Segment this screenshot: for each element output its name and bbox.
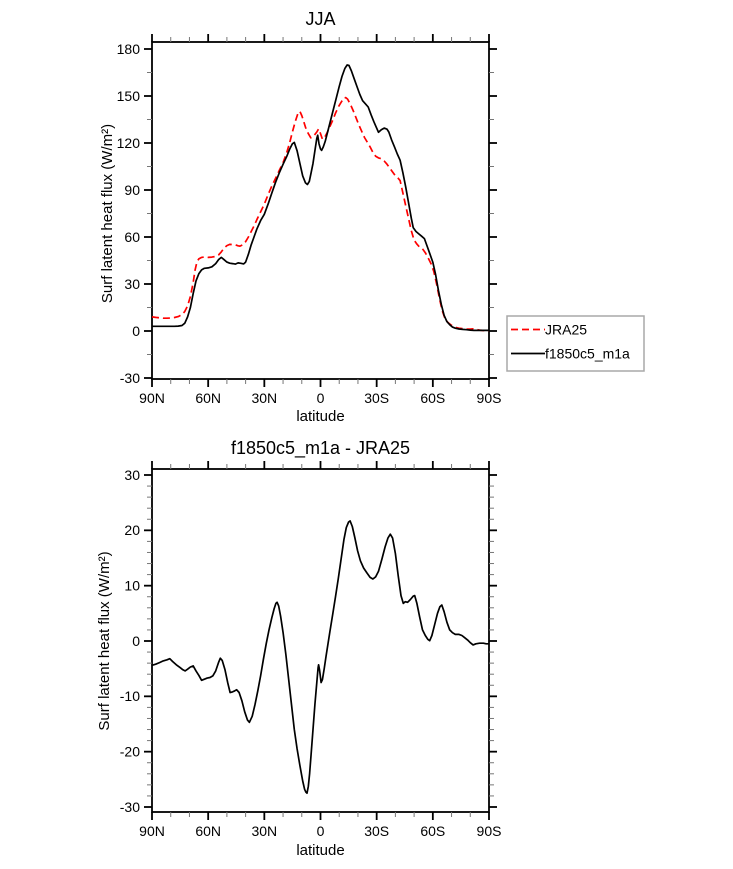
y-tick-label: 0 <box>132 323 140 339</box>
x-tick-label: 60S <box>420 823 445 839</box>
y-tick-label: 90 <box>124 182 140 198</box>
y-tick-label: 180 <box>117 41 141 57</box>
plot-frame <box>151 41 490 380</box>
series-jra25 <box>151 96 489 332</box>
bottom-chart-xlabel: latitude <box>296 842 344 859</box>
top-chart-title: JJA <box>305 9 335 29</box>
bottom-chart-plot: 90N 60N 30N 0 30S 60S 90S -30 -20 -10 0 10 20 30 <box>120 461 502 839</box>
x-tick-label: 60N <box>195 823 221 839</box>
x-tick-label: 30S <box>364 823 389 839</box>
y-tick-label: 30 <box>124 276 140 292</box>
x-tick-label: 30N <box>251 390 277 406</box>
x-tick-label: 0 <box>317 823 325 839</box>
legend-frame <box>506 315 645 372</box>
y-tick-label: 20 <box>124 522 140 538</box>
legend-label: JRA25 <box>545 321 587 337</box>
x-tick-label: 0 <box>317 390 325 406</box>
y-tick-label: -10 <box>120 688 140 704</box>
y-tick-label: -20 <box>120 743 140 759</box>
top-chart-ylabel: Surf latent heat flux (W/m²) <box>99 124 116 303</box>
plot-frame <box>151 468 490 813</box>
y-tick-label: 120 <box>117 135 141 151</box>
y-tick-label: 60 <box>124 229 140 245</box>
x-tick-label: 90N <box>139 823 165 839</box>
x-tick-label: 90S <box>477 823 502 839</box>
x-tick-label: 30N <box>251 823 277 839</box>
y-tick-label: 10 <box>124 577 140 593</box>
x-tick-label: 90N <box>139 390 165 406</box>
legend: JRA25 f1850c5_m1a <box>506 315 645 372</box>
y-tick-label: -30 <box>120 370 140 386</box>
x-tick-label: 30S <box>364 390 389 406</box>
top-chart-xlabel: latitude <box>296 408 344 425</box>
series-f1850c5-m1a <box>152 64 489 332</box>
x-tick-label: 60N <box>195 390 221 406</box>
y-tick-label: 150 <box>117 88 141 104</box>
y-tick-label: -30 <box>120 799 140 815</box>
x-tick-label: 60S <box>420 390 445 406</box>
bottom-chart-title: f1850c5_m1a - JRA25 <box>231 438 410 459</box>
x-tick-label: 90S <box>477 390 502 406</box>
y-tick-label: 0 <box>132 633 140 649</box>
top-chart-plot: 90N 60N 30N 0 30S 60S 90S -30 0 30 60 90 120 150 180 <box>117 34 502 406</box>
y-tick-label: 30 <box>124 467 140 483</box>
bottom-chart-ylabel: Surf latent heat flux (W/m²) <box>96 551 113 730</box>
series-f1850c5-m1a-jra25 <box>151 520 489 795</box>
legend-label: f1850c5_m1a <box>545 345 630 361</box>
